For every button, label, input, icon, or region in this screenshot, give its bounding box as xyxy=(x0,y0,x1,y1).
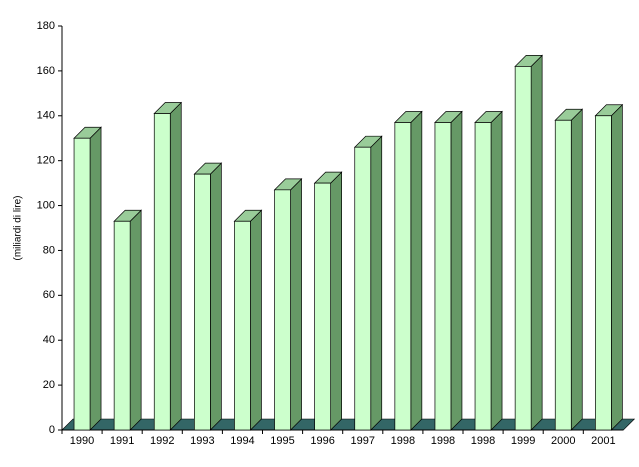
x-tick-label: 1994 xyxy=(230,435,254,447)
bar xyxy=(153,113,171,431)
x-tick-label: 2000 xyxy=(551,435,575,447)
x-tick-label: 1993 xyxy=(190,435,214,447)
bar-side xyxy=(610,103,623,431)
x-tick-label: 1991 xyxy=(110,435,134,447)
floor xyxy=(61,418,636,431)
bar xyxy=(474,122,492,431)
y-tick-label: 0 xyxy=(49,424,55,436)
bar xyxy=(194,173,211,431)
bar xyxy=(434,122,452,431)
bar-side xyxy=(530,54,543,431)
x-tick-label: 1999 xyxy=(511,435,535,447)
bar xyxy=(514,66,532,431)
bar-side xyxy=(89,126,102,431)
bar-side xyxy=(210,162,222,431)
y-axis-label: (miliardi di lire) xyxy=(13,195,24,260)
bar-side xyxy=(370,135,383,431)
bar xyxy=(274,189,291,431)
y-tick-label: 60 xyxy=(43,289,55,301)
y-tick-label: 20 xyxy=(43,379,55,391)
bar-side xyxy=(490,110,503,431)
x-tick-label: 1998 xyxy=(391,435,415,447)
x-tick-label: 2001 xyxy=(591,435,615,447)
x-tick-label: 1997 xyxy=(351,435,375,447)
y-tick-label: 40 xyxy=(43,334,55,346)
bar xyxy=(234,220,251,431)
x-tick-label: 1998 xyxy=(431,435,455,447)
bar xyxy=(354,146,372,431)
x-tick-label: 1996 xyxy=(310,435,334,447)
bar-side xyxy=(169,101,182,431)
y-tick-label: 180 xyxy=(37,20,55,32)
y-tick-label: 140 xyxy=(37,110,55,122)
bar-side xyxy=(330,171,342,431)
bar xyxy=(113,220,131,431)
x-tick-label: 1992 xyxy=(150,435,174,447)
y-tick-label: 120 xyxy=(37,155,55,167)
bar xyxy=(554,119,572,431)
bar xyxy=(73,137,91,431)
bar-side xyxy=(410,110,423,431)
bar-side xyxy=(250,209,262,431)
bar-side xyxy=(450,110,463,431)
y-tick-label: 80 xyxy=(43,244,55,256)
bar xyxy=(314,182,331,431)
x-tick-label: 1995 xyxy=(270,435,294,447)
x-tick-label: 1998 xyxy=(471,435,495,447)
y-tick-label: 100 xyxy=(37,199,55,211)
y-tick-label: 160 xyxy=(37,65,55,77)
bar-side xyxy=(129,209,142,431)
bar xyxy=(594,115,612,431)
bar-side xyxy=(290,177,302,431)
bar xyxy=(394,122,412,431)
bar-side xyxy=(570,108,583,431)
x-tick-label: 1990 xyxy=(70,435,94,447)
